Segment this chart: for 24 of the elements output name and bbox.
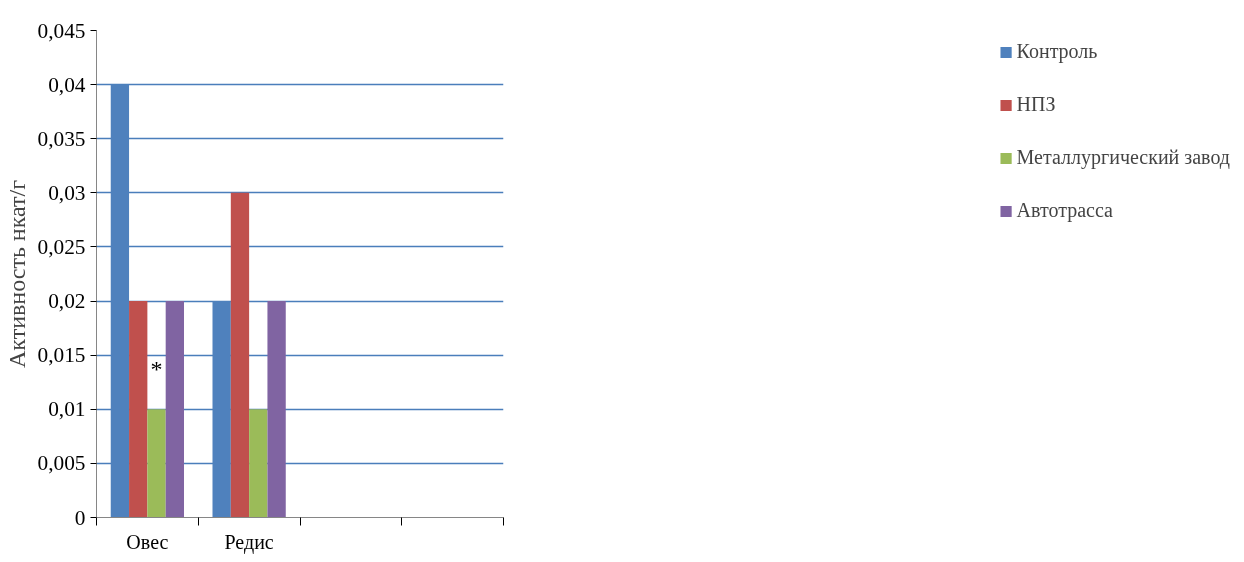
bar — [249, 409, 268, 518]
bar — [147, 409, 166, 518]
x-tick-label: Редис — [224, 530, 274, 554]
y-tick-label: 0,025 — [37, 234, 86, 259]
y-tick-label: 0,02 — [48, 289, 86, 314]
bar — [267, 301, 286, 518]
y-tick-label: 0,04 — [48, 72, 86, 97]
annotation: * — [150, 356, 163, 383]
y-tick-label: 0,005 — [37, 451, 86, 476]
y-tick-label: 0,03 — [48, 180, 86, 205]
legend-label: Контроль — [1016, 40, 1098, 63]
y-tick-label: 0,015 — [37, 343, 86, 368]
y-tick-label: 0,01 — [48, 397, 86, 422]
legend-label: Автотрасса — [1016, 199, 1113, 222]
bar — [230, 192, 250, 518]
x-tick-label: Овес — [126, 530, 169, 553]
bar — [129, 301, 148, 518]
bar — [165, 301, 185, 518]
y-tick-label: 0,045 — [37, 18, 86, 43]
legend-label: НПЗ — [1016, 93, 1056, 116]
legend-label: Металлургический завод — [1016, 146, 1230, 169]
y-tick-label: 0 — [74, 505, 86, 530]
y-axis-title: Активность нкат/г — [3, 179, 30, 369]
y-tick-label: 0,035 — [37, 126, 86, 151]
